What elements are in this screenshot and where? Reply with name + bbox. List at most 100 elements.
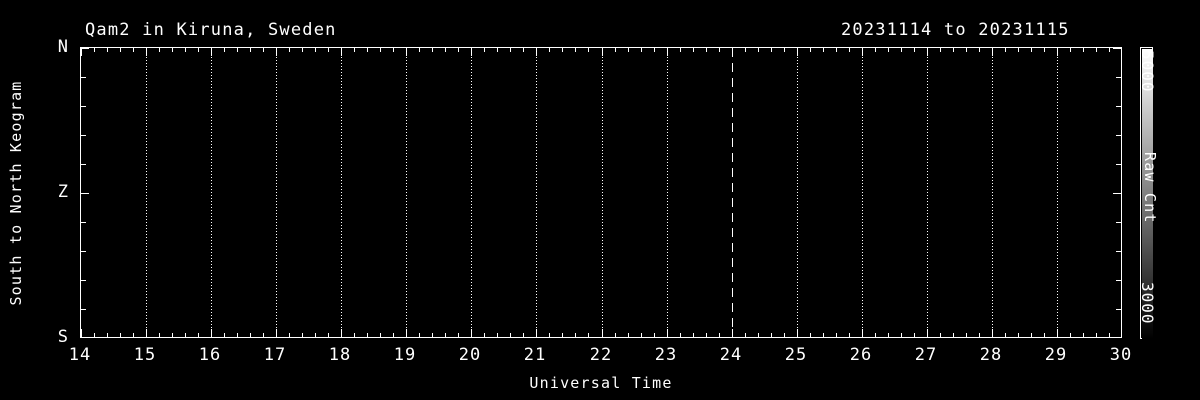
x-tick-label: 20 [458, 345, 482, 365]
y-tick-minor [81, 77, 86, 78]
x-tick-minor [719, 333, 720, 337]
x-tick-minor-top [224, 48, 225, 52]
y-tick-label: N [57, 37, 68, 57]
x-tick-minor [198, 333, 199, 337]
y-tick-major [81, 193, 89, 194]
y-tick-major [81, 48, 89, 49]
x-tick-major [341, 329, 342, 337]
keogram-canvas [81, 48, 1121, 337]
colorbar-gradient [1142, 49, 1153, 339]
x-tick-label: 22 [589, 345, 613, 365]
x-tick-major-top [406, 48, 407, 56]
x-tick-minor-top [1109, 48, 1110, 52]
x-tick-minor-top [484, 48, 485, 52]
x-tick-minor-top [263, 48, 264, 52]
x-tick-major [406, 329, 407, 337]
x-tick-minor [419, 333, 420, 337]
x-tick-minor [328, 333, 329, 337]
x-tick-minor [914, 333, 915, 337]
gridline-vertical [992, 48, 993, 337]
x-tick-minor [575, 333, 576, 337]
x-tick-major-top [1057, 48, 1058, 56]
x-tick-minor-top [198, 48, 199, 52]
x-tick-minor-top [562, 48, 563, 52]
x-tick-minor-top [588, 48, 589, 52]
x-tick-minor [953, 333, 954, 337]
x-tick-minor-top [693, 48, 694, 52]
y-tick-minor [81, 164, 86, 165]
x-tick-minor-top [823, 48, 824, 52]
x-tick-minor [588, 333, 589, 337]
x-tick-minor-top [654, 48, 655, 52]
x-tick-minor-top [497, 48, 498, 52]
x-tick-minor-top [1083, 48, 1084, 52]
x-tick-minor [510, 333, 511, 337]
x-tick-major-top [602, 48, 603, 56]
x-tick-minor-top [836, 48, 837, 52]
x-tick-minor-top [914, 48, 915, 52]
x-tick-major-top [471, 48, 472, 56]
y-axis-title: South to North Keogram [7, 80, 25, 306]
colorbar-title: Raw Cnt [1141, 152, 1159, 224]
x-tick-minor [901, 333, 902, 337]
y-tick-minor-right [1116, 77, 1121, 78]
x-tick-minor [875, 333, 876, 337]
x-tick-minor [263, 333, 264, 337]
x-tick-minor [836, 333, 837, 337]
x-tick-minor [523, 333, 524, 337]
x-tick-minor [706, 333, 707, 337]
x-tick-minor [823, 333, 824, 337]
gridline-vertical [341, 48, 342, 337]
x-tick-minor [940, 333, 941, 337]
x-tick-minor [888, 333, 889, 337]
gridline-vertical [536, 48, 537, 337]
x-tick-label: 23 [654, 345, 678, 365]
x-tick-minor [628, 333, 629, 337]
y-tick-minor-right [1116, 164, 1121, 165]
x-tick-minor [133, 333, 134, 337]
x-tick-minor-top [706, 48, 707, 52]
gridline-vertical [406, 48, 407, 337]
x-tick-minor-top [185, 48, 186, 52]
colorbar-max-label: 5000 [1138, 50, 1157, 93]
y-tick-minor [81, 251, 86, 252]
gridline-vertical [667, 48, 668, 337]
x-tick-minor [302, 333, 303, 337]
x-tick-minor [107, 333, 108, 337]
x-tick-major-top [862, 48, 863, 56]
x-tick-major-top [732, 48, 733, 56]
y-tick-minor-right [1116, 135, 1121, 136]
x-tick-minor-top [549, 48, 550, 52]
y-tick-minor [81, 222, 86, 223]
y-tick-minor [81, 106, 86, 107]
x-axis-title: Universal Time [529, 374, 673, 392]
x-tick-major-top [276, 48, 277, 56]
x-tick-minor [185, 333, 186, 337]
x-tick-minor-top [1005, 48, 1006, 52]
x-tick-minor-top [250, 48, 251, 52]
y-tick-minor-right [1116, 222, 1121, 223]
x-tick-minor [693, 333, 694, 337]
gridline-vertical [862, 48, 863, 337]
x-tick-label: 26 [849, 345, 873, 365]
x-tick-minor [641, 333, 642, 337]
x-tick-minor-top [745, 48, 746, 52]
y-tick-minor-right [1116, 309, 1121, 310]
x-tick-minor-top [445, 48, 446, 52]
x-tick-label: 14 [68, 345, 92, 365]
x-tick-minor-top [641, 48, 642, 52]
x-tick-major-top [667, 48, 668, 56]
x-tick-minor [771, 333, 772, 337]
x-tick-major [146, 329, 147, 337]
x-tick-minor [224, 333, 225, 337]
x-tick-minor-top [758, 48, 759, 52]
gridline-vertical [797, 48, 798, 337]
x-tick-minor [445, 333, 446, 337]
gridline-vertical [927, 48, 928, 337]
x-tick-minor-top [979, 48, 980, 52]
colorbar-min-label: 3000 [1138, 282, 1157, 325]
x-tick-minor [172, 333, 173, 337]
x-tick-minor-top [159, 48, 160, 52]
x-tick-minor-top [172, 48, 173, 52]
x-tick-major [602, 329, 603, 337]
